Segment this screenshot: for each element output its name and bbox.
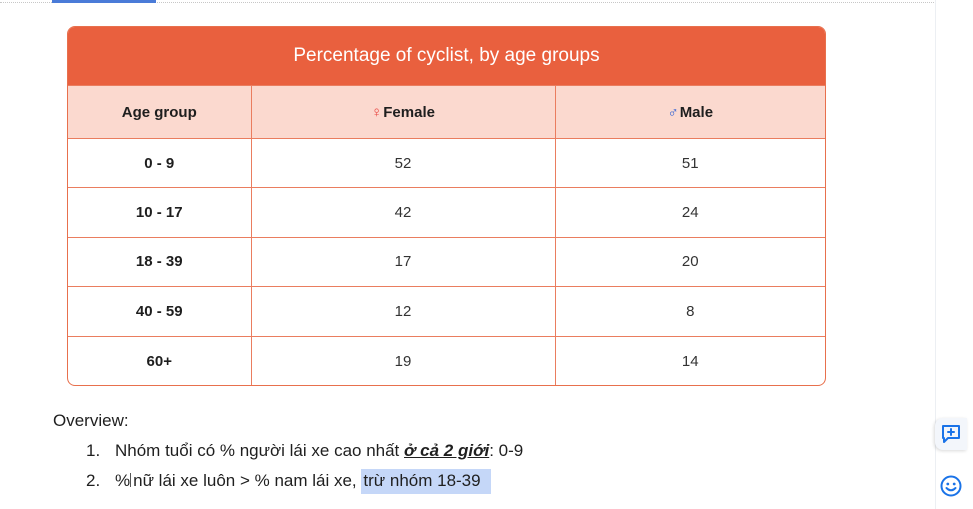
female-symbol-icon: ♀ (371, 103, 383, 121)
cell-female: 17 (250, 236, 556, 288)
cyclist-table-image[interactable]: Percentage of cyclist, by age groups Age… (67, 26, 826, 386)
list-number: 1. (86, 441, 101, 460)
cell-female: 19 (250, 335, 556, 385)
cell-male: 24 (554, 187, 825, 238)
table-title: Percentage of cyclist, by age groups (68, 27, 825, 85)
list-text: nữ lái xe luôn > % nam lái xe, (133, 471, 362, 490)
cell-male: 8 (554, 286, 825, 337)
cell-age: 0 - 9 (68, 137, 252, 189)
selected-text[interactable]: trừ nhóm 18-39 (361, 469, 491, 494)
emoji-reaction-button[interactable] (935, 470, 967, 502)
side-panel (935, 0, 973, 509)
cell-age: 60+ (68, 335, 252, 385)
cell-female: 52 (250, 137, 556, 189)
margin-guide (0, 2, 940, 3)
emoji-icon (940, 475, 962, 497)
male-symbol-icon: ♂ (667, 103, 679, 121)
selection-marker (52, 0, 156, 3)
cell-male: 20 (554, 236, 825, 288)
cell-age: 40 - 59 (68, 286, 252, 337)
list-emphasis: ở cả 2 giới (404, 441, 490, 460)
list-text: Nhóm tuổi có % người lái xe cao nhất (115, 441, 405, 460)
list-item[interactable]: 2.% nữ lái xe luôn > % nam lái xe, trừ nh… (86, 469, 491, 494)
header-male-label: Male (679, 103, 714, 121)
overview-heading[interactable]: Overview: (53, 411, 129, 430)
cell-female: 42 (250, 187, 556, 238)
cell-male: 14 (554, 335, 825, 385)
add-comment-icon (942, 425, 960, 443)
table-row: 60+ 19 14 (68, 335, 825, 385)
table-header-row: Age group ♀Female ♂Male (68, 85, 825, 139)
header-female: ♀Female (250, 85, 556, 139)
header-female-label: Female (383, 103, 435, 121)
cell-male: 51 (554, 137, 825, 189)
table-row: 18 - 39 17 20 (68, 236, 825, 288)
cell-age: 18 - 39 (68, 236, 252, 288)
table-row: 0 - 9 52 51 (68, 137, 825, 189)
cyclist-table: Age group ♀Female ♂Male 0 - 9 52 51 10 -… (68, 85, 825, 385)
list-text-end: : 0-9 (489, 441, 524, 460)
add-comment-button[interactable] (935, 418, 967, 450)
table-row: 40 - 59 12 8 (68, 286, 825, 337)
header-age-group: Age group (68, 85, 252, 139)
text-cursor (130, 473, 132, 487)
cell-age: 10 - 17 (68, 187, 252, 238)
list-item[interactable]: 1. Nhóm tuổi có % người lái xe cao nhất ở… (86, 441, 523, 461)
cell-female: 12 (250, 286, 556, 337)
list-text-start: % (115, 471, 131, 490)
list-number: 2. (86, 471, 101, 490)
table-row: 10 - 17 42 24 (68, 187, 825, 238)
header-male: ♂Male (554, 85, 825, 139)
